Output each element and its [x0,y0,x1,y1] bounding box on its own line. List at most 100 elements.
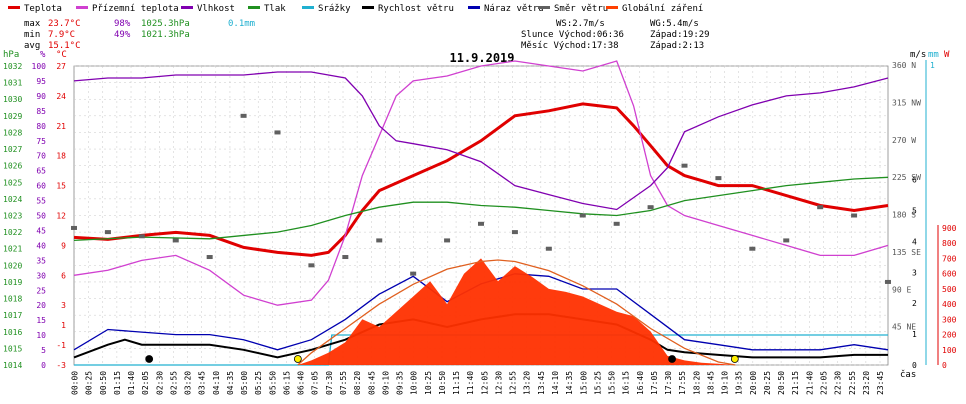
legend-swatch-7 [538,6,550,9]
legend-swatch-8 [606,6,618,9]
tick-hpa: 1020 [3,261,22,270]
x-tick-label: 07:55 [339,371,348,395]
tick-temp: 9 [61,241,66,250]
tick-direction: 315 NW [892,98,921,107]
x-tick-label: 16:40 [636,371,645,395]
tick-wind: 0 [912,361,917,370]
x-tick-label: 08:20 [353,371,362,395]
unit-time: čas [900,369,916,380]
tick-humidity: 100 [32,62,47,71]
x-tick-label: 14:35 [565,371,574,395]
tick-radiation: 0 [942,361,947,370]
unit-ms: m/s [910,50,926,60]
x-tick-label: 10:25 [424,371,433,395]
unit-percent: % [40,50,46,60]
x-tick-label: 11:15 [452,371,461,395]
marker-sunset [730,355,739,363]
stats-avg-temp: 15.1°C [48,41,81,51]
series-direction-point [783,238,790,243]
tick-radiation: 300 [942,315,957,324]
tick-temp: 12 [56,212,66,221]
stats-avg-label: avg [24,41,40,51]
x-tick-label: 09:10 [381,371,390,395]
x-tick-label: 16:15 [622,371,631,395]
x-tick-label: 20:50 [777,371,786,395]
x-tick-label: 23:20 [862,371,871,395]
x-tick-label: 00:00 [71,371,80,395]
x-tick-label: 06:15 [282,371,291,395]
series-line-1 [73,60,889,306]
series-direction-point [478,221,484,226]
legend-swatch-6 [468,6,480,9]
legend-swatch-3 [248,6,260,9]
x-tick-label: 12:30 [494,371,503,395]
x-tick-label: 22:30 [834,371,843,395]
legend-swatch-5 [362,6,374,9]
series-line-2 [73,71,889,211]
stats-max-humidity: 98% [114,19,131,29]
x-tick-label: 18:20 [692,371,701,395]
tick-rain: 1 [930,61,935,70]
tick-radiation: 600 [942,270,957,279]
unit-wm2: W [944,50,950,60]
axis-units: hPa % °C m/s mm W čas [3,50,950,380]
x-tick-label: 19:35 [735,371,744,395]
tick-hpa: 1026 [3,162,22,171]
unit-hpa: hPa [3,50,19,60]
x-tick-label: 10:00 [410,371,419,395]
tick-hpa: 1019 [3,278,22,287]
legend-swatch-0 [8,6,20,9]
tick-humidity: 25 [36,286,46,295]
x-tick-label: 17:05 [650,371,659,395]
tick-humidity: 40 [36,241,46,250]
series-direction-point [104,230,111,235]
legend-swatch-2 [181,6,193,9]
tick-humidity: 10 [36,331,46,340]
x-tick-label: 20:25 [763,371,772,395]
x-tick-label: 15:50 [608,371,617,395]
series-direction-point [274,130,281,135]
series-direction-point [545,246,552,251]
tick-radiation: 100 [942,346,957,355]
stats-min-label: min [24,30,40,40]
marker-moonrise [668,355,676,363]
x-tick-label: 12:55 [509,371,518,395]
tick-radiation: 700 [942,254,957,263]
tick-radiation: 400 [942,300,957,309]
tick-hpa: 1018 [3,295,22,304]
x-tick-label: 01:15 [113,371,122,395]
stats-max-label: max [24,19,41,29]
tick-direction: 270 W [892,136,916,145]
x-tick-label: 00:25 [85,371,94,395]
tick-direction: 360 N [892,61,916,70]
legend-swatch-1 [76,6,88,9]
legend-label-5: Rychlost větru [378,4,454,14]
legend-label-3: Tlak [264,4,286,14]
series-direction-point [885,279,891,284]
series-theoretical-radiation [297,259,736,366]
series-direction-point [71,225,77,230]
x-tick-label: 18:45 [706,371,715,395]
astro-moon: Měsíc Východ:17:38 [521,41,619,51]
tick-temp: 6 [61,271,66,280]
stats-block: max 23.7°C 98% 1025.3hPa 0.1mm min 7.9°C… [24,19,255,51]
tick-hpa: 1031 [3,79,22,88]
tick-hpa: 1024 [3,195,22,204]
tick-temp: 3 [61,301,66,310]
tick-hpa: 1015 [3,344,22,353]
x-tick-label: 19:10 [721,371,730,395]
tick-humidity: 5 [41,346,46,355]
series-direction-point [376,238,383,243]
stats-max-rain: 0.1mm [228,19,255,29]
astro-sun-set: Západ:19:29 [650,30,710,40]
tick-temp: 15 [56,182,66,191]
legend-swatch-4 [302,6,314,9]
astro-block: WS:2.7m/s WG:5.4m/s Slunce Východ:06:36 … [521,19,710,51]
x-tick-label: 03:20 [184,371,193,395]
series-direction-point [681,163,688,168]
tick-temp: 24 [56,92,66,101]
tick-wind: 4 [912,237,917,246]
legend-label-4: Srážky [318,4,351,14]
legend-label-0: Teplota [24,4,62,14]
x-tick-label: 02:30 [155,371,164,395]
